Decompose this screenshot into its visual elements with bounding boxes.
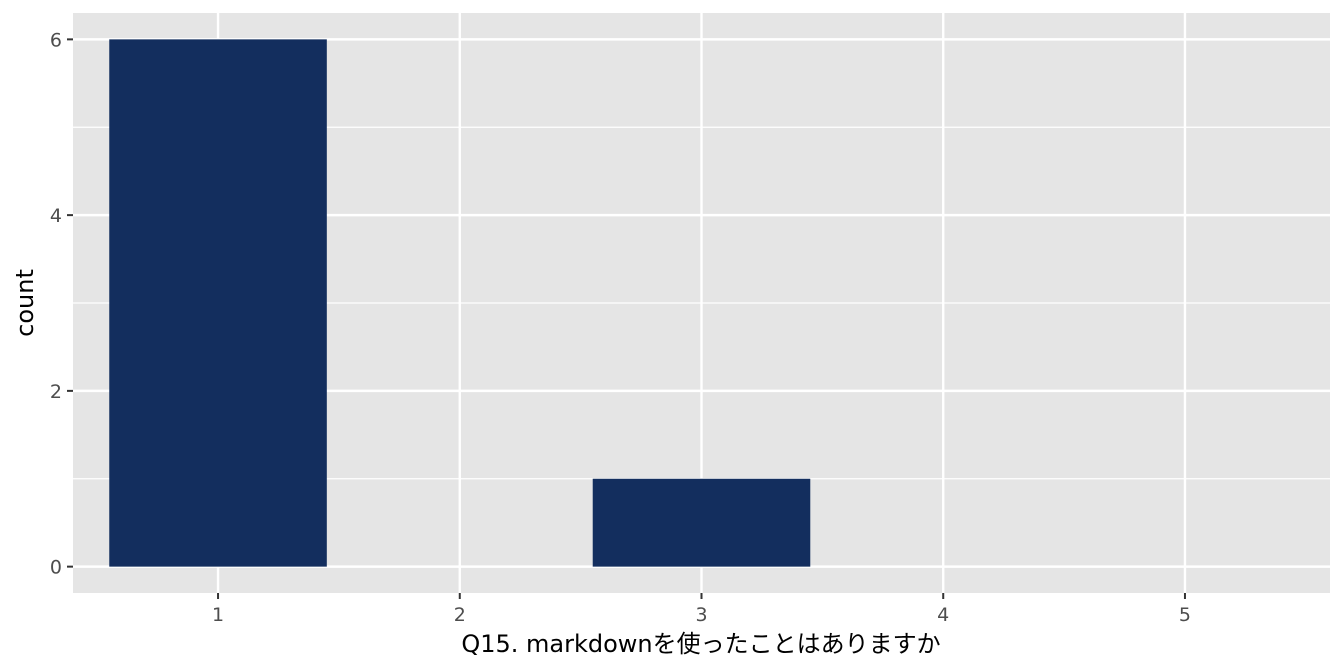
x-tick-label: 3 <box>695 604 707 626</box>
y-tick-label: 0 <box>50 557 62 579</box>
bar <box>592 478 811 567</box>
y-tick-label: 6 <box>50 29 62 51</box>
x-axis: 1 2 3 4 5 <box>212 593 1191 626</box>
x-tick-label: 4 <box>937 604 949 626</box>
x-tick-label: 5 <box>1179 604 1191 626</box>
x-tick-label: 1 <box>212 604 224 626</box>
bar <box>109 39 327 567</box>
x-tick-label: 2 <box>454 604 466 626</box>
x-axis-title: Q15. markdownを使ったことはありますか <box>461 630 940 658</box>
y-axis: 0 2 4 6 <box>50 29 73 579</box>
y-tick-label: 4 <box>50 205 62 227</box>
y-axis-title: count <box>11 269 39 337</box>
bars <box>109 39 811 567</box>
y-tick-label: 2 <box>50 381 62 403</box>
